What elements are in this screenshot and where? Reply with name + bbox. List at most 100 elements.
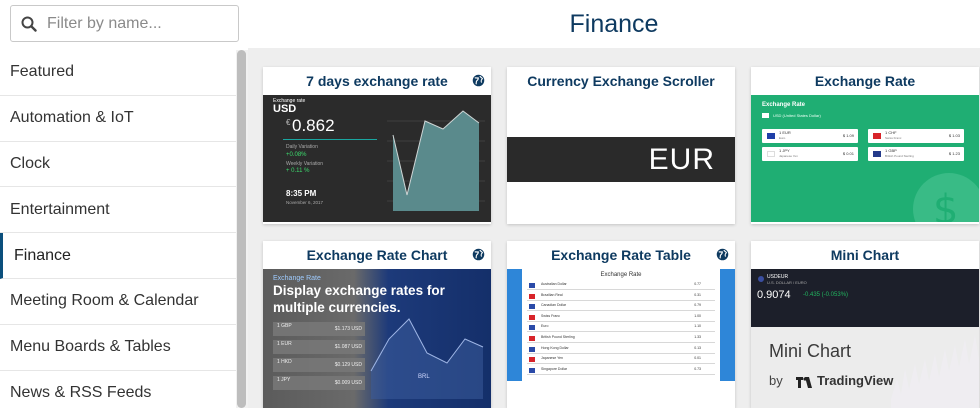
app-card-exchange-rate[interactable]: Exchange Rate Exchange Rate USD (United … (751, 67, 979, 224)
preview-row: 1 JPY $0.009 USD (273, 376, 365, 390)
preview-symbol: € (286, 118, 291, 127)
flag-ch-icon (873, 133, 881, 139)
table-row-value: 1.00 (694, 313, 701, 318)
svg-text:$: $ (933, 187, 958, 222)
preview-rate-value: 0.862 (292, 116, 335, 135)
app-card-mini-chart[interactable]: Mini Chart USDEUR U.S. DOLLAR / EURO 0.9… (751, 241, 979, 408)
preview-row-code: 1 GBP (885, 148, 897, 153)
table-row-name: Hong Kong Dollar (541, 345, 569, 350)
preview-weekly-label: Weekly Variation (286, 161, 324, 167)
flag-icon (529, 304, 535, 310)
category-sidebar: Featured Automation & IoT Clock Entertai… (0, 50, 236, 408)
sidebar-item-label: Clock (10, 154, 51, 172)
table-row: Australian Dollar 0.77 (527, 282, 715, 290)
table-row-value: 1.33 (694, 335, 701, 339)
table-row-name: Canadian Dollar (541, 303, 567, 308)
flag-jp-icon (767, 151, 775, 157)
preview-weekly-value: + 0.11 % (286, 168, 310, 174)
table-row: Singapore Dollar 0.73 (527, 367, 715, 375)
table-row-name: British Pound Sterling (541, 335, 575, 339)
sidebar-item-featured[interactable]: Featured (0, 50, 236, 96)
table-row-value: 0.13 (694, 345, 701, 350)
card-title-text: Exchange Rate Table (551, 247, 691, 263)
tradingview-logo-icon (796, 375, 814, 388)
app-card-currency-exchange-scroller[interactable]: Currency Exchange Scroller EUR (507, 67, 735, 224)
preview-row: 1 EUR Euro $ 1.09 (762, 129, 858, 143)
card-title: 7 days exchange rate (263, 67, 491, 95)
search-input[interactable] (47, 14, 227, 33)
search-box[interactable] (10, 5, 239, 42)
preview-heading: Exchange rate (273, 98, 306, 104)
preview-row-code: 1 HKD (277, 359, 292, 365)
card-title-text: Exchange Rate Chart (306, 247, 448, 263)
table-row: British Pound Sterling 1.33 (527, 335, 715, 343)
dollar-icon: $ (913, 173, 979, 222)
preview-row-value: $ 0.01 (842, 151, 854, 156)
sidebar-item-meeting-room[interactable]: Meeting Room & Calendar (0, 279, 236, 325)
app-grid: 7 days exchange rate Exchange rate USD €… (248, 48, 980, 408)
preview-daily-label: Daily Variation (286, 144, 318, 150)
sidebar-item-entertainment[interactable]: Entertainment (0, 187, 236, 234)
preview-row-value: $ 1.09 (842, 133, 854, 138)
sidebar-item-label: Automation & IoT (10, 109, 134, 127)
preview-exchange-rate-chart: Exchange Rate 1 GBP $1.173 USD 1 EUR $1.… (263, 269, 491, 408)
preview-row: 1 EUR $1.087 USD (273, 340, 365, 354)
preview-brand-title: Mini Chart (769, 341, 852, 361)
sidebar-item-news-rss[interactable]: News & RSS Feeds (0, 371, 236, 408)
preview-row-name: Japanese Yen (779, 154, 798, 158)
table-row-value: 0.73 (694, 366, 701, 371)
preview-currency: USD (273, 103, 297, 115)
preview-line-chart (370, 318, 484, 399)
app-card-7-days-exchange-rate[interactable]: 7 days exchange rate Exchange rate USD €… (263, 67, 491, 224)
preview-row-code: 1 JPY (277, 377, 291, 383)
preview-corner-label: BRL (418, 374, 430, 380)
preview-change: -0.435 (-0.053%) (803, 292, 849, 298)
sidebar-item-menu-boards[interactable]: Menu Boards & Tables (0, 325, 236, 371)
preview-row-code: 1 EUR (277, 341, 292, 347)
sidebar-item-clock[interactable]: Clock (0, 142, 236, 188)
table-row: Swiss Franc 1.00 (527, 314, 715, 322)
flag-us-icon (762, 113, 769, 118)
app-card-exchange-rate-table[interactable]: Exchange Rate Table Exchange Rate Austra… (507, 241, 735, 408)
preview-row: 1 CHF Swiss Franc $ 1.03 (868, 129, 964, 143)
sidebar-item-label: Featured (10, 63, 75, 81)
preview-row-value: $1.173 USD (334, 326, 362, 332)
preview-area-chart (387, 110, 485, 211)
sidebar-item-automation-iot[interactable]: Automation & IoT (0, 96, 236, 142)
preview-row-code: 1 EUR (779, 130, 791, 135)
flag-icon (529, 293, 535, 299)
flag-icon (758, 276, 764, 282)
preview-brand: TradingView (817, 373, 894, 388)
table-row: Hong Kong Dollar 0.13 (527, 346, 715, 354)
table-row-value: 0.77 (694, 282, 701, 286)
flag-icon (529, 357, 535, 363)
table-row: Brazilian Real 0.31 (527, 293, 715, 301)
card-title-text: Currency Exchange Scroller (527, 73, 715, 89)
preview-row: 1 HKD $0.129 USD (273, 358, 365, 372)
app-card-exchange-rate-chart[interactable]: Exchange Rate Chart Exchange Rate 1 GBP … (263, 241, 491, 408)
card-title-text: Mini Chart (830, 247, 900, 263)
table-row: Euro 1.10 (527, 324, 715, 333)
preview-exchange-rate-table: Exchange Rate Australian Dollar 0.77 Brazi… (507, 269, 735, 381)
table-row-value: 0.79 (694, 303, 701, 308)
sidebar-scrollbar-thumb[interactable] (237, 50, 246, 408)
sidebar-item-finance[interactable]: Finance (0, 233, 236, 279)
table-row: Canadian Dollar 0.79 (527, 303, 715, 312)
page-title: Finance (569, 9, 659, 38)
preview-exchange-rate: Exchange Rate USD (United States Dollar)… (751, 95, 979, 222)
table-row: Japanese Yen 0.01 (527, 356, 715, 365)
preview-mini-chart-overlay: Mini Chart by TradingView (751, 327, 979, 408)
table-row-value: 1.10 (694, 324, 701, 329)
sidebar-item-label: Entertainment (10, 200, 110, 218)
flag-eu-icon (767, 133, 775, 139)
preview-sub: USD (United States Dollar) (773, 113, 821, 118)
table-row-name: Japanese Yen (541, 356, 563, 361)
card-title: Mini Chart (751, 241, 979, 269)
preview-row-value: $ 1.23 (948, 151, 960, 156)
flag-icon (529, 283, 535, 288)
flag-icon (529, 367, 535, 373)
preview-pair: USDEUR (767, 274, 789, 280)
preview-table: Exchange Rate Australian Dollar 0.77 Brazi… (522, 269, 720, 381)
sidebar-item-label: Finance (14, 246, 71, 264)
